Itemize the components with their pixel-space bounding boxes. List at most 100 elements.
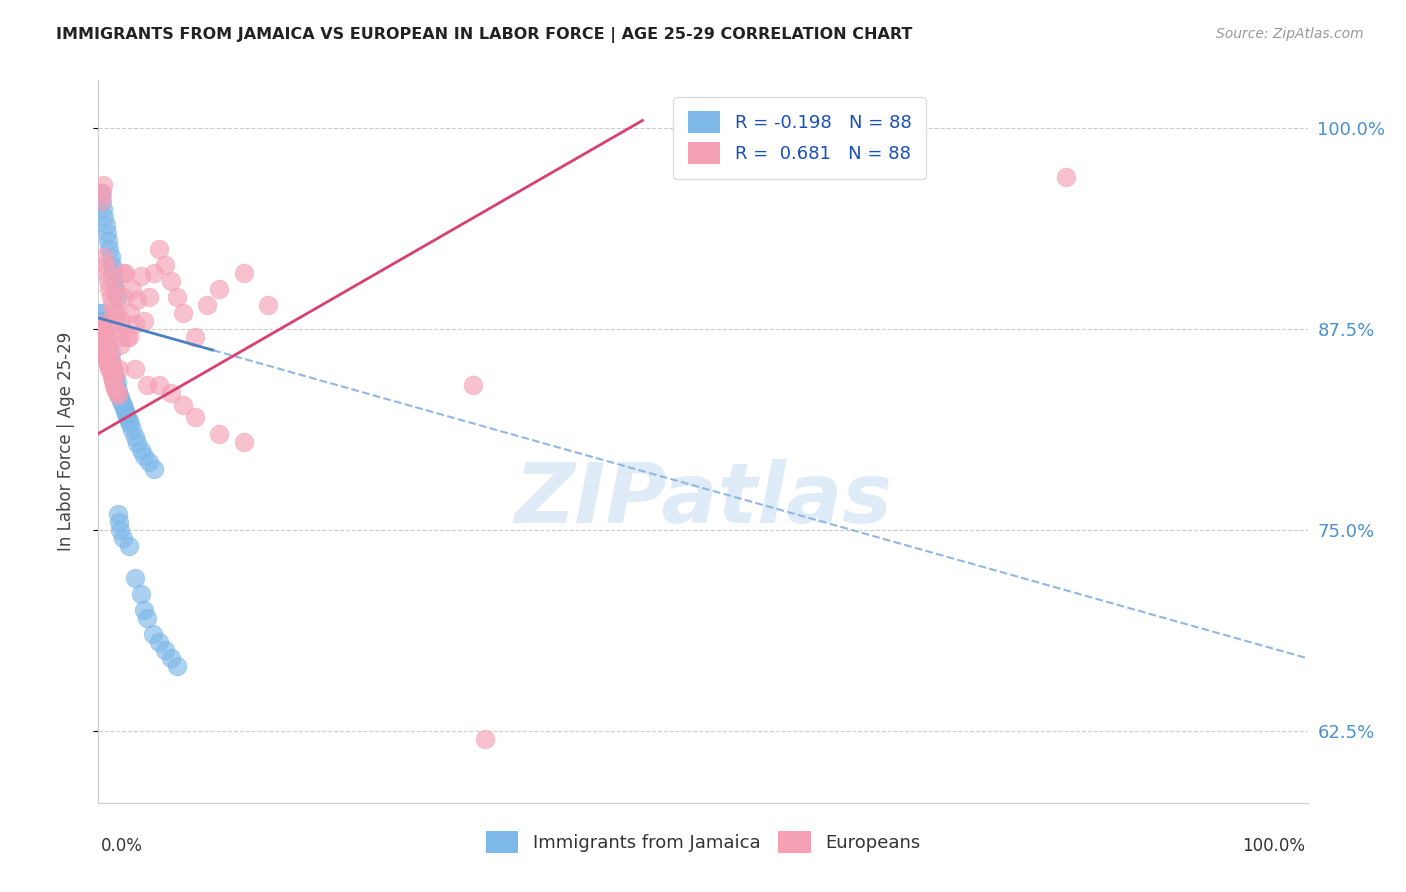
Point [103, 374, 125, 388]
Point [111, 531, 134, 545]
Point [97, 358, 120, 372]
Point [103, 366, 125, 380]
Point [104, 282, 127, 296]
Point [98, 351, 121, 365]
Point [135, 611, 157, 625]
Point [124, 430, 146, 444]
Text: IMMIGRANTS FROM JAMAICA VS EUROPEAN IN LABOR FORCE | AGE 25-29 CORRELATION CHART: IMMIGRANTS FROM JAMAICA VS EUROPEAN IN L… [56, 27, 912, 43]
Point [105, 384, 128, 399]
Point [101, 362, 124, 376]
Point [100, 366, 122, 380]
Point [93, 346, 115, 360]
Point [94, 334, 117, 348]
Point [101, 306, 124, 320]
Point [94, 346, 117, 360]
Point [103, 378, 125, 392]
Point [96, 350, 118, 364]
Point [91, 194, 114, 208]
Point [124, 362, 146, 376]
Point [93, 250, 115, 264]
Point [153, 258, 176, 272]
Point [104, 382, 127, 396]
Point [100, 359, 122, 373]
Point [104, 370, 127, 384]
Point [93, 330, 115, 344]
Point [91, 343, 114, 357]
Point [118, 417, 141, 431]
Point [96, 343, 118, 357]
Point [97, 338, 120, 352]
Point [114, 404, 136, 418]
Point [103, 274, 125, 288]
Point [94, 218, 117, 232]
Point [101, 370, 124, 384]
Point [108, 338, 131, 352]
Point [143, 462, 166, 476]
Point [94, 258, 117, 272]
Point [172, 398, 194, 412]
Point [117, 410, 139, 425]
Point [127, 436, 149, 450]
Point [89, 322, 111, 336]
Point [232, 434, 254, 449]
Point [256, 298, 278, 312]
Point [93, 210, 115, 224]
Point [134, 314, 156, 328]
Point [96, 354, 118, 368]
Point [90, 314, 112, 328]
Point [474, 731, 496, 746]
Point [118, 539, 141, 553]
Text: ZIPatlas: ZIPatlas [515, 458, 891, 540]
Point [94, 338, 117, 352]
Point [1054, 169, 1077, 184]
Point [110, 314, 132, 328]
Point [114, 266, 136, 280]
Point [134, 449, 156, 463]
Point [121, 423, 143, 437]
Point [91, 314, 114, 328]
Point [107, 388, 129, 402]
Point [91, 202, 114, 216]
Point [138, 455, 160, 469]
Point [100, 354, 122, 368]
Point [184, 410, 207, 425]
Point [104, 378, 127, 392]
Point [108, 391, 131, 405]
Point [124, 571, 146, 585]
Point [232, 266, 254, 280]
Text: 0.0%: 0.0% [101, 837, 143, 855]
Point [148, 242, 170, 256]
Point [108, 388, 131, 402]
Point [100, 362, 122, 376]
Point [100, 250, 122, 264]
Point [142, 627, 165, 641]
Point [166, 290, 188, 304]
Point [91, 326, 114, 341]
Point [98, 242, 121, 256]
Point [91, 322, 114, 336]
Point [90, 318, 112, 332]
Point [96, 266, 118, 280]
Point [110, 394, 132, 409]
Point [98, 362, 121, 376]
Point [90, 194, 112, 208]
Point [100, 354, 122, 368]
Point [91, 338, 114, 352]
Point [97, 342, 120, 356]
Point [91, 186, 114, 200]
Point [89, 306, 111, 320]
Point [107, 322, 129, 336]
Point [97, 351, 120, 365]
Point [129, 587, 152, 601]
Point [91, 334, 114, 348]
Point [111, 290, 134, 304]
Point [115, 407, 138, 421]
Point [108, 330, 131, 344]
Point [148, 635, 170, 649]
Point [100, 359, 122, 373]
Point [208, 426, 231, 441]
Point [127, 293, 149, 308]
Point [105, 375, 128, 389]
Point [90, 322, 112, 336]
Point [90, 186, 112, 200]
